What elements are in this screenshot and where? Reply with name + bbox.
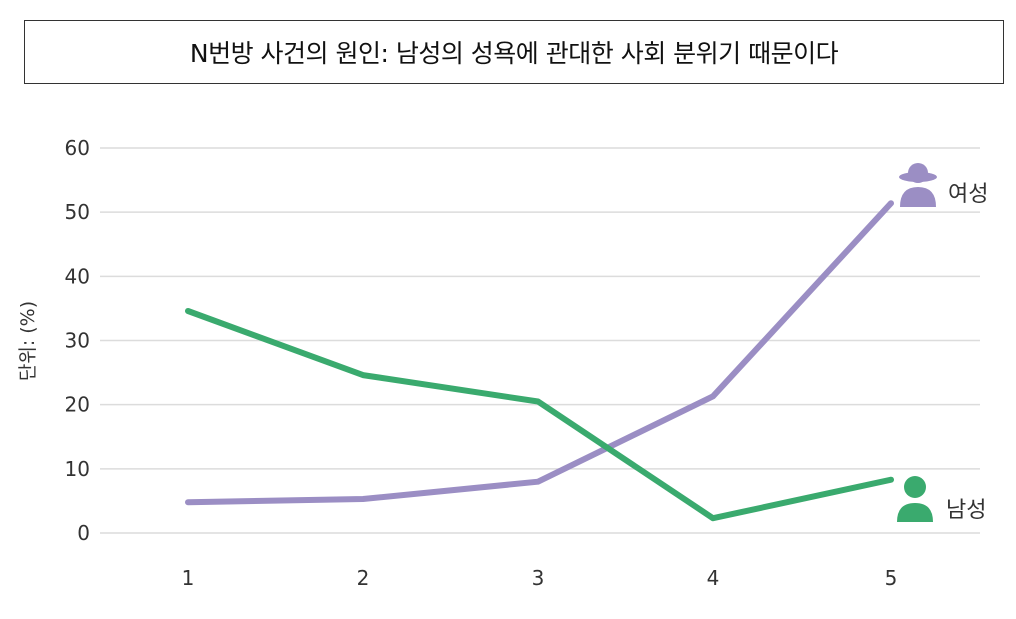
series-line-female [185, 200, 894, 506]
x-tick-label: 1 [182, 566, 195, 590]
legend-label-male: 남성 [946, 498, 986, 523]
y-tick-labels: 0 10 20 30 40 50 60 [65, 136, 90, 545]
x-tick-label: 3 [532, 566, 545, 590]
y-tick-label: 10 [65, 457, 90, 481]
y-axis-label: 단위: (%) [17, 301, 39, 381]
x-tick-label: 5 [885, 566, 898, 590]
y-tick-label: 30 [65, 329, 90, 353]
y-tick-label: 50 [65, 200, 90, 224]
x-tick-label: 4 [707, 566, 720, 590]
grid-lines [100, 147, 980, 534]
series-line-male [185, 308, 894, 522]
y-tick-label: 20 [65, 393, 90, 417]
y-tick-label: 40 [65, 264, 90, 288]
y-tick-label: 0 [77, 521, 90, 545]
series-lines [185, 200, 894, 522]
x-tick-label: 2 [357, 566, 370, 590]
y-tick-label: 60 [65, 136, 90, 160]
man-icon [897, 476, 933, 522]
chart-title: N번방 사건의 원인: 남성의 성욕에 관대한 사회 분위기 때문이다 [24, 20, 1004, 84]
legend-label-female: 여성 [948, 182, 988, 207]
woman-icon [899, 163, 937, 207]
x-tick-labels: 1 2 3 4 5 [182, 566, 898, 590]
